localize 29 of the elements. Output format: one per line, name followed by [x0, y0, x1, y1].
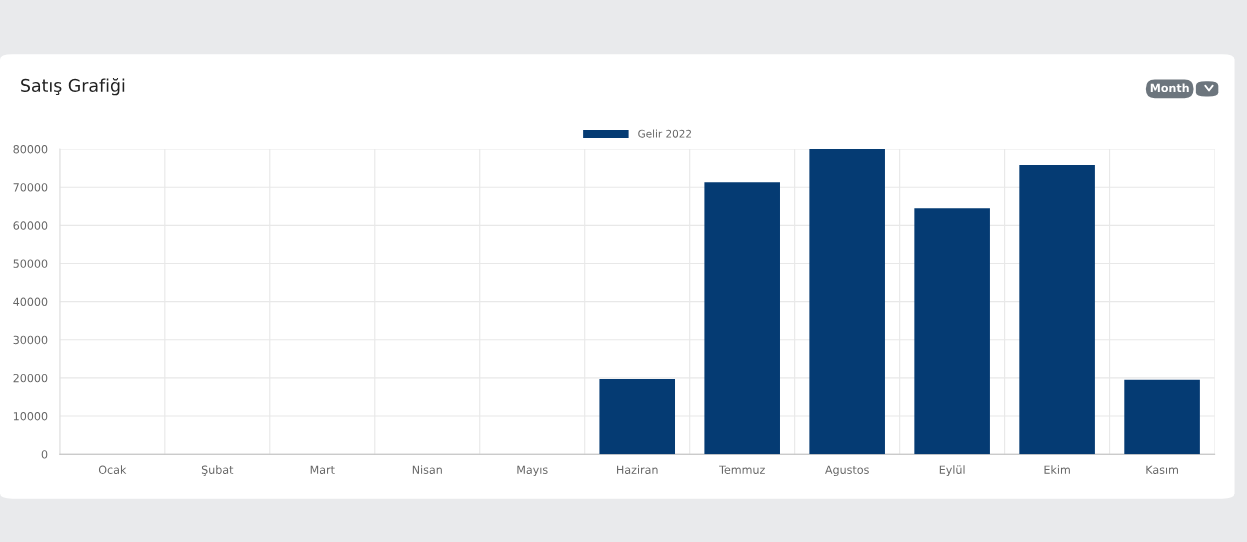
y-tick-label: 20000: [13, 373, 48, 383]
x-tick-label: Nisan: [412, 465, 442, 474]
y-tick-label: 40000: [13, 297, 48, 306]
bar: [1019, 165, 1095, 455]
x-tick-label: Temmuz: [719, 465, 765, 474]
text: Month: [1150, 83, 1189, 93]
y-tick-label: 30000: [13, 335, 48, 345]
x-tick-label: Mayıs: [517, 465, 548, 477]
x-tick-label: Eylül: [939, 465, 965, 477]
x-tick-label: Haziran: [617, 465, 658, 474]
y-tick-label: 50000: [13, 259, 48, 268]
bar: [704, 182, 780, 455]
y-tick-label: 0: [41, 450, 48, 459]
y-tick-label: 10000: [13, 412, 48, 421]
legend-label: Gelir 2022: [638, 129, 691, 138]
x-tick-label: Kasım: [1146, 465, 1178, 474]
x-tick-label: Ekim: [1044, 465, 1070, 474]
x-tick-label: Şubat: [201, 465, 234, 476]
bar: [914, 208, 990, 455]
bar: [809, 149, 885, 455]
chart-title: Satış Grafiği: [21, 78, 125, 96]
x-tick-label: Agustos: [825, 465, 869, 477]
bar: [599, 379, 676, 455]
x-tick-label: Ocak: [98, 465, 127, 474]
bar: [1124, 379, 1200, 455]
y-tick-label: 70000: [13, 183, 48, 192]
x-tick-label: Mart: [310, 465, 335, 474]
y-tick-label: 60000: [13, 221, 48, 230]
y-tick-label: 80000: [13, 145, 48, 154]
